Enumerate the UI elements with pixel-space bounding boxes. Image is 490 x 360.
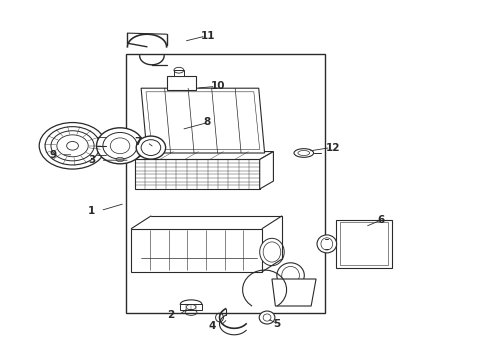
Ellipse shape — [57, 135, 88, 157]
Text: 9: 9 — [49, 150, 56, 160]
Polygon shape — [260, 152, 273, 189]
Polygon shape — [174, 70, 184, 76]
Ellipse shape — [136, 136, 166, 159]
Ellipse shape — [294, 149, 314, 157]
Text: 12: 12 — [326, 143, 341, 153]
Text: 7: 7 — [135, 137, 142, 147]
Text: 8: 8 — [203, 117, 211, 127]
Bar — [180, 304, 202, 310]
Polygon shape — [131, 229, 262, 272]
Polygon shape — [336, 220, 392, 268]
Bar — [126, 54, 325, 313]
Text: 11: 11 — [201, 31, 216, 41]
Polygon shape — [141, 88, 265, 153]
Ellipse shape — [180, 300, 202, 309]
Polygon shape — [135, 152, 273, 159]
Polygon shape — [272, 279, 316, 306]
Text: 10: 10 — [211, 81, 225, 91]
Text: 3: 3 — [88, 155, 96, 165]
Ellipse shape — [39, 122, 106, 169]
Ellipse shape — [259, 311, 275, 324]
Text: 4: 4 — [208, 321, 216, 331]
Ellipse shape — [277, 263, 304, 288]
Text: 6: 6 — [377, 215, 385, 225]
Ellipse shape — [45, 127, 100, 165]
Text: 5: 5 — [273, 319, 281, 329]
Ellipse shape — [97, 128, 144, 164]
Ellipse shape — [51, 131, 94, 161]
Ellipse shape — [317, 235, 337, 253]
Polygon shape — [167, 76, 196, 90]
Text: 2: 2 — [167, 310, 174, 320]
Text: 1: 1 — [88, 206, 96, 216]
Bar — [340, 222, 388, 265]
Polygon shape — [135, 159, 260, 189]
Ellipse shape — [260, 238, 284, 266]
